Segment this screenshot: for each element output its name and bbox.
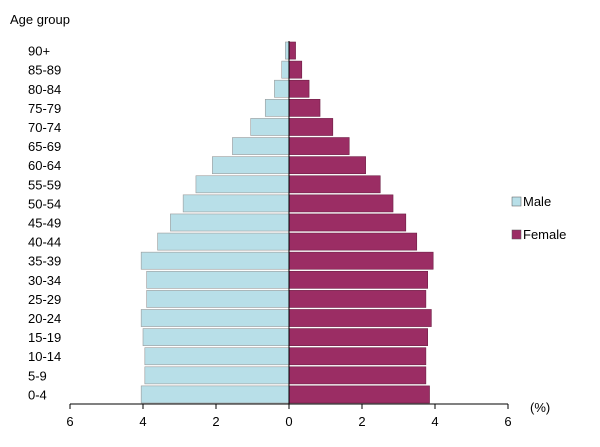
bar-male-80-84: [274, 79, 290, 98]
bar-female-30-34: [288, 270, 428, 289]
legend-swatch-female: [511, 229, 522, 240]
legend-label-female: Female: [523, 227, 566, 242]
x-tick-label: 6: [66, 414, 73, 429]
age-group-labels: 0-4 5-9 10-14 15-19 20-24 25-29 30-34 35-39 40-4…: [28, 44, 61, 403]
bar-female-15-19: [288, 328, 428, 346]
age-group-label: 35-39: [28, 254, 61, 269]
bar-male-40-44: [157, 232, 290, 251]
female-bars: [288, 41, 434, 404]
bar-female-40-44: [288, 232, 418, 251]
bar-male-5-9: [144, 366, 290, 385]
age-group-label: 70-74: [28, 120, 61, 135]
bar-male-15-19: [142, 328, 290, 346]
bar-female-35-39: [288, 251, 434, 270]
age-group-label: 30-34: [28, 273, 61, 288]
bar-female-55-59: [288, 175, 381, 194]
age-group-label: 15-19: [28, 330, 61, 345]
bar-female-10-14: [288, 347, 427, 366]
age-group-label: 0-4: [28, 387, 47, 402]
age-group-label: 90+: [28, 44, 50, 59]
age-group-label: 75-79: [28, 101, 61, 116]
x-tick-label: 0: [285, 414, 292, 429]
legend-swatch-male: [511, 196, 522, 207]
x-tick-label: 4: [431, 414, 438, 429]
bar-male-45-49: [170, 213, 290, 232]
age-group-label: 20-24: [28, 311, 61, 326]
bar-male-55-59: [195, 175, 290, 194]
age-group-label: 45-49: [28, 216, 61, 231]
bar-female-90+: [288, 41, 296, 60]
bar-female-75-79: [288, 99, 321, 117]
bar-male-10-14: [144, 347, 290, 366]
age-group-label: 40-44: [28, 235, 61, 250]
x-tick-label: 2: [212, 414, 219, 429]
age-group-label: 60-64: [28, 158, 61, 173]
bar-female-20-24: [288, 309, 432, 327]
age-group-label: 10-14: [28, 349, 61, 364]
bar-male-70-74: [250, 118, 290, 136]
age-group-label: 25-29: [28, 292, 61, 307]
age-group-label: 55-59: [28, 177, 61, 192]
y-axis-title: Age group: [10, 12, 70, 27]
bar-male-20-24: [140, 309, 290, 327]
age-group-label: 85-89: [28, 63, 61, 78]
age-group-label: 80-84: [28, 82, 61, 97]
x-tick-label: 2: [358, 414, 365, 429]
legend: Male Female: [511, 194, 566, 242]
bar-male-35-39: [140, 251, 290, 270]
bar-male-0-4: [140, 385, 290, 404]
bar-male-65-69: [232, 137, 290, 155]
bar-male-75-79: [264, 99, 290, 117]
x-tick-label: 4: [139, 414, 146, 429]
bar-female-70-74: [288, 118, 334, 136]
x-axis-unit-label: (%): [530, 400, 550, 415]
x-axis-ticks: 6 4 2 0 2 4 6: [66, 404, 512, 429]
bar-female-65-69: [288, 137, 350, 155]
bar-male-30-34: [146, 270, 290, 289]
age-group-label: 65-69: [28, 139, 61, 154]
age-group-label: 50-54: [28, 196, 61, 211]
bar-female-45-49: [288, 213, 407, 232]
bar-female-85-89: [288, 60, 303, 79]
bar-female-80-84: [288, 79, 310, 98]
bar-male-25-29: [146, 290, 290, 308]
bar-female-25-29: [288, 290, 427, 308]
bar-male-60-64: [212, 156, 290, 175]
male-bars: [140, 41, 290, 404]
bar-female-60-64: [288, 156, 366, 175]
bar-female-50-54: [288, 194, 394, 213]
bar-male-50-54: [182, 194, 290, 213]
legend-label-male: Male: [523, 194, 551, 209]
bar-female-5-9: [288, 366, 427, 385]
bar-male-90+: [285, 41, 290, 60]
x-tick-label: 6: [504, 414, 511, 429]
age-group-label: 5-9: [28, 368, 47, 383]
bar-male-85-89: [281, 60, 290, 79]
bar-female-0-4: [288, 385, 430, 404]
